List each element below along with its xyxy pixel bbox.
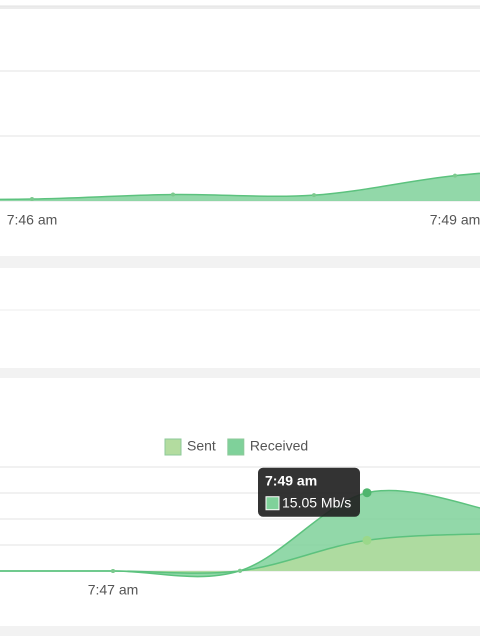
legend-label: Sent [187,438,216,454]
line [0,172,480,201]
chart-network-bottom [0,466,480,578]
legend-swatch [164,438,182,456]
panel-gap [0,626,480,636]
area [0,534,480,574]
area [0,173,480,201]
hover-point [362,535,372,545]
panel-gap [0,368,480,378]
point [312,193,316,198]
legend-label: Received [250,438,308,454]
point [171,192,175,197]
chart-network-top [0,5,480,202]
x-tick-label: 7:46 am [7,212,58,228]
point [30,197,34,202]
tooltip-swatch [265,496,280,511]
x-tick-label: 7:49 am [430,212,480,228]
tooltip-value: 15.05 Mb/s [282,494,351,510]
point [111,569,115,573]
tooltip [258,467,360,517]
point [453,173,457,178]
panel-border [0,6,480,9]
legend-swatch [227,438,245,456]
panel-gap [0,256,480,268]
tooltip-title: 7:49 am [265,472,317,488]
point [238,568,242,573]
x-tick-label: 7:47 am [88,582,139,598]
hover-point [362,488,372,498]
